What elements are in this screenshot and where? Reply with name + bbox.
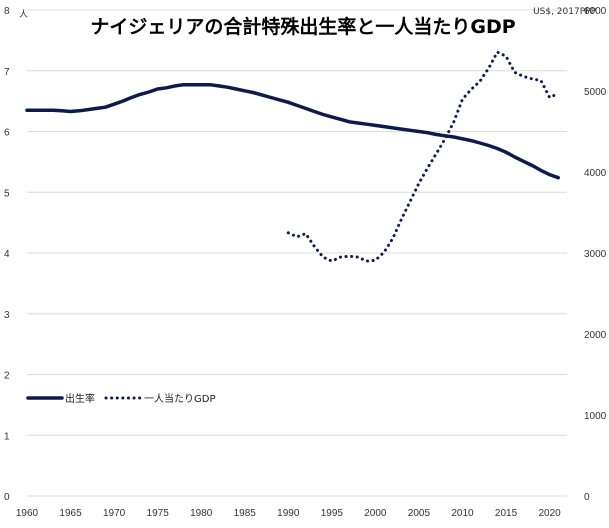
x-tick-label: 1970 (103, 508, 126, 519)
legend-label-gdp: 一人当たりGDP (144, 392, 215, 405)
chart-title: ナイジェリアの合計特殊出生率と一人当たりGDP (90, 15, 515, 38)
x-tick-label: 1975 (147, 508, 170, 519)
x-axis-ticks: 1960 1965 1970 1975 1980 1985 1990 1995 2000 2005… (16, 508, 561, 519)
right-tick-label: 4000 (584, 168, 607, 179)
legend: 出生率 一人当たりGDP (26, 392, 215, 405)
left-tick-label: 0 (4, 492, 10, 503)
left-tick-label: 4 (4, 249, 10, 260)
x-tick-label: 1965 (59, 508, 82, 519)
x-tick-label: 1990 (277, 508, 300, 519)
right-tick-label: 3000 (584, 249, 607, 260)
series-line-gdp (286, 50, 560, 263)
x-tick-label: 2005 (408, 508, 431, 519)
left-tick-label: 5 (4, 188, 10, 199)
right-tick-label: 6000 (584, 6, 607, 17)
right-tick-label: 5000 (584, 87, 607, 98)
left-tick-label: 7 (4, 67, 10, 78)
x-tick-label: 2015 (495, 508, 518, 519)
right-axis-unit: US$, 2017PPP (533, 7, 597, 17)
x-tick-label: 2000 (364, 508, 387, 519)
series-line-fertility (25, 82, 561, 180)
x-tick-label: 2010 (451, 508, 474, 519)
grid-lines (27, 9, 567, 497)
right-tick-label: 1000 (584, 411, 607, 422)
right-tick-label: 0 (584, 492, 590, 503)
left-axis-ticks: 0 1 2 3 4 5 6 7 8 (4, 6, 10, 503)
series-lines (25, 50, 561, 263)
x-tick-label: 1985 (234, 508, 257, 519)
left-tick-label: 8 (4, 6, 10, 17)
right-tick-label: 2000 (584, 330, 607, 341)
x-tick-label: 1960 (16, 508, 39, 519)
left-tick-label: 2 (4, 371, 10, 382)
left-tick-label: 1 (4, 431, 10, 442)
legend-label-fertility: 出生率 (65, 392, 95, 405)
x-tick-label: 1995 (321, 508, 344, 519)
x-tick-label: 1980 (190, 508, 213, 519)
x-tick-label: 2020 (538, 508, 561, 519)
right-axis-ticks: 0 1000 2000 3000 4000 5000 6000 (584, 6, 607, 503)
left-axis-unit: 人 (19, 9, 28, 20)
left-tick-label: 6 (4, 128, 10, 139)
left-tick-label: 3 (4, 310, 10, 321)
